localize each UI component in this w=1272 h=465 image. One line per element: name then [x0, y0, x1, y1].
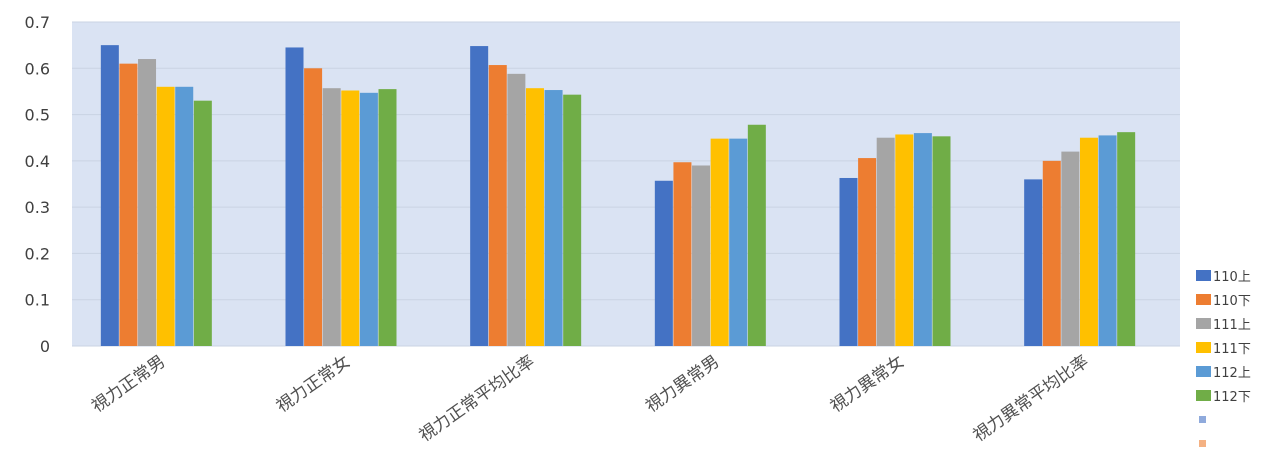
legend-swatch: [1196, 342, 1211, 353]
legend-swatch: [1196, 294, 1211, 305]
bar: [654, 180, 673, 346]
bar: [341, 90, 360, 346]
bar: [378, 89, 397, 346]
legend-swatch: [1196, 366, 1211, 377]
gridlines: [72, 21, 1180, 347]
bar: [729, 138, 748, 346]
bar: [322, 88, 341, 346]
legend: 110上 110下 111上 111下 112上 112下: [1196, 270, 1251, 447]
bar: [1098, 135, 1117, 346]
bar: [507, 73, 526, 346]
plot-area: [72, 22, 1180, 346]
bar: [175, 86, 194, 347]
y-tick-label: 0.5: [25, 106, 50, 125]
bar: [304, 68, 323, 347]
x-tick-label: 視力異常男: [642, 352, 723, 417]
bar: [138, 59, 157, 347]
bar: [913, 133, 932, 346]
x-tick-label: 視力異常女: [827, 352, 908, 417]
x-tick-label: 視力異常平均比率: [970, 352, 1093, 446]
bar: [193, 100, 212, 346]
bar: [895, 134, 914, 346]
bar: [544, 90, 563, 346]
legend-swatch: [1196, 270, 1211, 281]
bar: [839, 177, 858, 346]
bar: [359, 92, 378, 347]
bar: [1024, 179, 1043, 346]
y-tick-label: 0.4: [25, 152, 50, 171]
bar: [1117, 132, 1136, 346]
bar: [1061, 151, 1080, 346]
x-tick-label: 視力正常男: [88, 352, 169, 417]
bar: [563, 94, 582, 346]
bar: [692, 165, 711, 346]
legend-label: 112下: [1213, 390, 1251, 405]
legend-label: 110上: [1213, 270, 1251, 285]
y-tick-label: 0.6: [25, 59, 50, 78]
bar: [100, 45, 119, 347]
y-tick-label: 0.1: [25, 291, 50, 310]
bar: [156, 86, 175, 347]
legend-label: 111上: [1213, 318, 1251, 333]
bar: [932, 136, 951, 346]
x-axis-ticks: 視力正常男 視力正常女 視力正常平均比率 視力異常男 視力異常女 視力異常平均比率: [88, 352, 1092, 446]
bar: [858, 158, 877, 346]
bar: [119, 63, 138, 347]
legend-label: 112上: [1213, 366, 1251, 381]
bar: [525, 88, 544, 346]
bar: [470, 46, 489, 346]
bar: [1079, 137, 1098, 346]
y-tick-label: 0.2: [25, 244, 50, 263]
y-axis-ticks: 0 0.1 0.2 0.3 0.4 0.5 0.6 0.7: [25, 13, 50, 356]
legend-swatch: [1199, 440, 1206, 447]
bar: [876, 137, 895, 346]
y-tick-label: 0.7: [25, 13, 50, 32]
bars: [100, 45, 1136, 347]
y-tick-label: 0.3: [25, 198, 50, 217]
bar: [285, 47, 304, 346]
legend-swatch: [1199, 416, 1206, 423]
legend-swatch: [1196, 318, 1211, 329]
x-tick-label: 視力正常平均比率: [416, 352, 539, 446]
bar: [710, 138, 729, 346]
legend-swatch: [1196, 390, 1211, 401]
y-tick-label: 0: [40, 337, 50, 356]
bar: [747, 124, 766, 346]
bar: [488, 65, 507, 346]
bar: [1042, 160, 1061, 346]
legend-label: 111下: [1213, 342, 1251, 357]
x-tick-label: 視力正常女: [273, 352, 354, 417]
legend-label: 110下: [1213, 294, 1251, 309]
bar: [673, 162, 692, 346]
